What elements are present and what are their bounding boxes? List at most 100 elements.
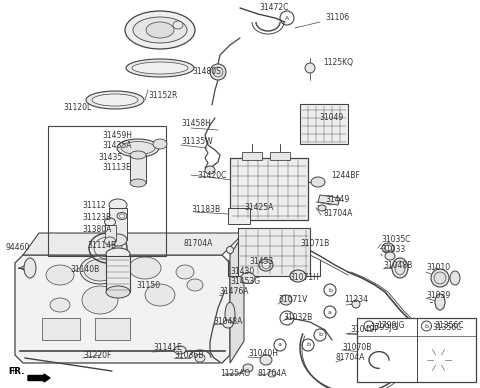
Ellipse shape xyxy=(86,91,144,109)
Text: 31114B: 31114B xyxy=(87,241,116,251)
Text: 31141E: 31141E xyxy=(153,343,182,353)
Bar xyxy=(48,126,166,256)
Ellipse shape xyxy=(259,259,273,271)
Ellipse shape xyxy=(125,11,195,49)
Bar xyxy=(105,225,116,241)
Text: a: a xyxy=(367,324,371,329)
Text: 31040H: 31040H xyxy=(248,350,278,359)
Text: 1244BF: 1244BF xyxy=(331,170,360,180)
Ellipse shape xyxy=(80,256,120,284)
Text: 31048B: 31048B xyxy=(383,260,412,270)
Ellipse shape xyxy=(174,346,186,354)
Text: 94460: 94460 xyxy=(6,244,30,253)
Ellipse shape xyxy=(129,257,161,279)
Ellipse shape xyxy=(392,258,408,278)
Ellipse shape xyxy=(227,246,233,253)
Text: 31183B: 31183B xyxy=(191,206,220,215)
Text: 31356C: 31356C xyxy=(434,322,464,331)
Ellipse shape xyxy=(434,272,446,284)
Ellipse shape xyxy=(384,245,392,251)
Text: 81704A: 81704A xyxy=(335,353,364,362)
Text: 31049P: 31049P xyxy=(350,326,379,334)
Ellipse shape xyxy=(84,259,116,281)
Bar xyxy=(228,208,250,224)
Text: 31356C: 31356C xyxy=(432,322,461,331)
Text: 31071H: 31071H xyxy=(289,274,319,282)
Text: 11234: 11234 xyxy=(344,296,368,305)
Text: 31120L: 31120L xyxy=(63,104,91,113)
Text: FR.: FR. xyxy=(8,367,20,376)
Text: 31071V: 31071V xyxy=(278,296,307,305)
Text: 31140B: 31140B xyxy=(70,265,99,274)
Ellipse shape xyxy=(432,353,445,367)
Ellipse shape xyxy=(120,214,124,218)
Text: b: b xyxy=(424,324,429,329)
Ellipse shape xyxy=(117,139,159,157)
Text: 31425A: 31425A xyxy=(244,203,274,213)
Text: 31113E: 31113E xyxy=(102,163,131,173)
Ellipse shape xyxy=(117,213,127,220)
Ellipse shape xyxy=(290,270,306,282)
Ellipse shape xyxy=(106,286,130,298)
Ellipse shape xyxy=(126,59,194,77)
Ellipse shape xyxy=(435,294,445,310)
Ellipse shape xyxy=(262,262,270,268)
Bar xyxy=(109,208,127,240)
Ellipse shape xyxy=(260,355,272,365)
Bar xyxy=(42,318,80,340)
Ellipse shape xyxy=(205,166,215,174)
Text: 31380A: 31380A xyxy=(82,225,111,234)
Ellipse shape xyxy=(382,243,394,253)
Text: 31123B: 31123B xyxy=(82,213,111,222)
Text: 81704A: 81704A xyxy=(184,239,214,248)
Text: 81704A: 81704A xyxy=(323,208,352,218)
Ellipse shape xyxy=(213,67,223,77)
Ellipse shape xyxy=(82,286,118,314)
Ellipse shape xyxy=(305,63,315,73)
Ellipse shape xyxy=(92,94,138,106)
Text: 1799JG: 1799JG xyxy=(377,322,405,331)
Ellipse shape xyxy=(318,205,326,211)
Bar xyxy=(95,318,130,340)
Polygon shape xyxy=(230,233,244,363)
Ellipse shape xyxy=(106,248,130,260)
Bar xyxy=(242,152,262,160)
Ellipse shape xyxy=(395,261,405,275)
Ellipse shape xyxy=(50,298,70,312)
Text: A: A xyxy=(285,16,289,21)
Text: 31049: 31049 xyxy=(319,114,343,123)
Text: 31435A: 31435A xyxy=(102,142,132,151)
Ellipse shape xyxy=(46,265,74,285)
Text: a: a xyxy=(278,343,282,348)
Bar xyxy=(230,158,308,220)
Ellipse shape xyxy=(268,371,276,377)
Text: 31112: 31112 xyxy=(82,201,106,210)
Ellipse shape xyxy=(109,234,127,246)
Text: 1125AO: 1125AO xyxy=(220,369,250,379)
Ellipse shape xyxy=(425,348,452,372)
Ellipse shape xyxy=(146,22,174,38)
Text: 31010: 31010 xyxy=(426,263,450,272)
Bar xyxy=(270,152,290,160)
Ellipse shape xyxy=(105,218,116,226)
Text: 31039: 31039 xyxy=(426,291,450,300)
Text: 31035C: 31035C xyxy=(381,236,410,244)
Text: 31459H: 31459H xyxy=(102,132,132,140)
Text: 81704A: 81704A xyxy=(258,369,288,379)
Ellipse shape xyxy=(173,21,183,29)
Text: 1799JG: 1799JG xyxy=(370,322,397,331)
Text: 31152R: 31152R xyxy=(148,90,178,99)
Ellipse shape xyxy=(311,177,325,187)
Text: 31033: 31033 xyxy=(381,246,405,255)
Bar xyxy=(238,228,310,276)
Text: 31048A: 31048A xyxy=(213,317,242,326)
Text: 31032B: 31032B xyxy=(283,314,312,322)
Polygon shape xyxy=(15,255,230,363)
Ellipse shape xyxy=(352,300,360,308)
Text: 31036B: 31036B xyxy=(174,350,204,360)
Text: 31472C: 31472C xyxy=(259,3,288,12)
Text: 31071B: 31071B xyxy=(300,239,329,248)
Text: 31430: 31430 xyxy=(230,267,254,277)
Ellipse shape xyxy=(241,272,255,284)
Text: 31449: 31449 xyxy=(325,196,349,204)
